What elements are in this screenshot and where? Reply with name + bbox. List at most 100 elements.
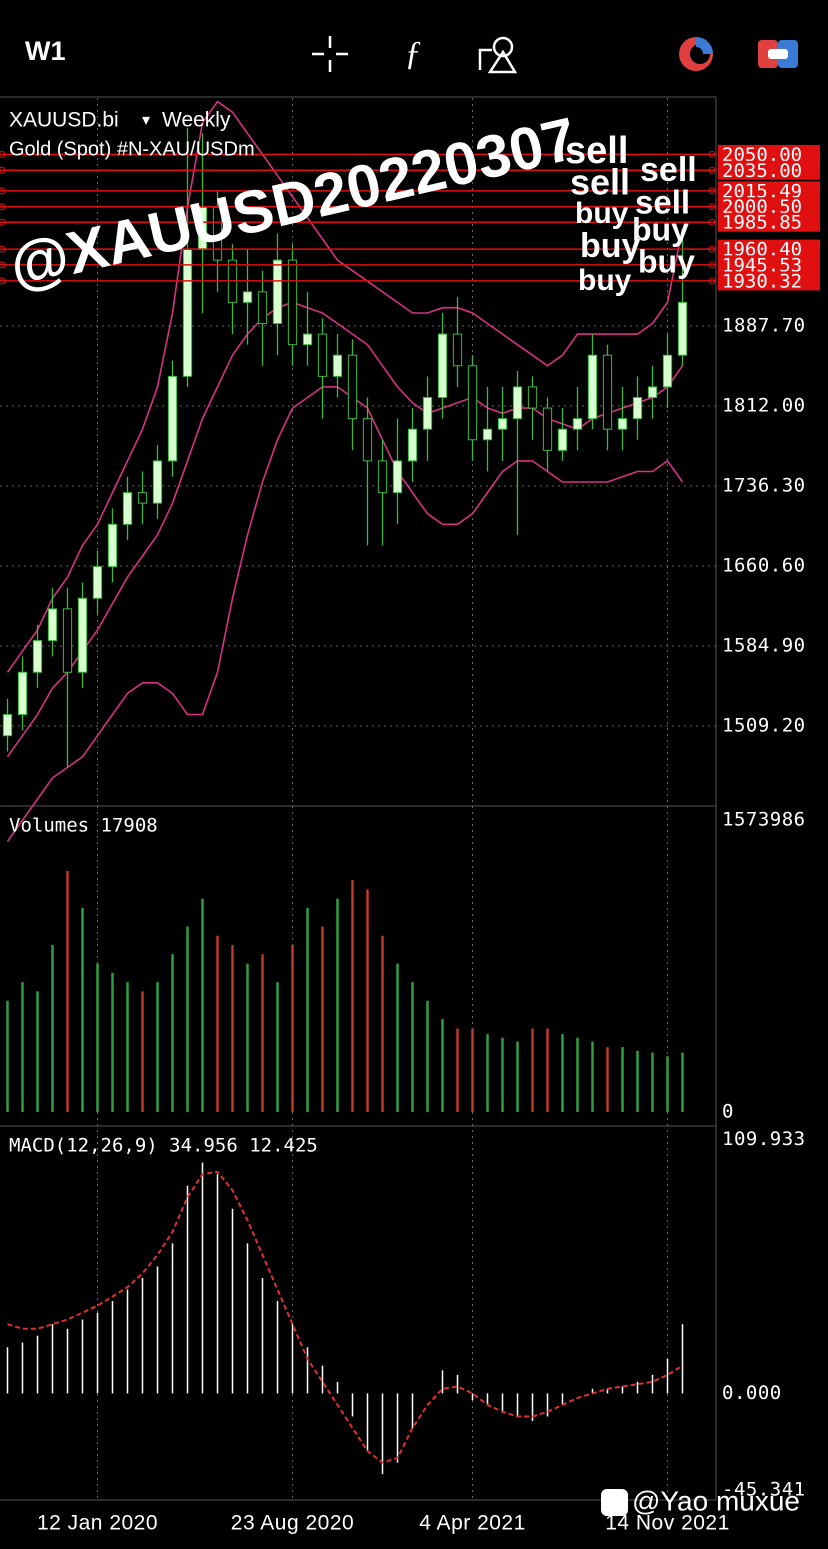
x-tick-label: 4 Apr 2021: [419, 1512, 526, 1535]
candle-body: [152, 460, 163, 504]
candle-body: [92, 566, 103, 599]
level-handle: [0, 187, 6, 195]
level-handle: [708, 261, 716, 269]
candle-body: [257, 291, 268, 325]
level-tag: [718, 239, 820, 259]
level-handle: [0, 150, 6, 158]
signal-label: sell: [640, 151, 697, 189]
candle-body: [392, 460, 403, 494]
level-label: 2035.00: [722, 160, 802, 182]
candle-body: [497, 418, 508, 430]
level-label: 2050.00: [722, 144, 802, 166]
band-line: [6, 386, 684, 842]
subtitle: Gold (Spot) #N-XAU/USDm: [9, 138, 255, 160]
y-tick-label: 1584.90: [722, 634, 806, 656]
y-tick-label: -45.341: [722, 1479, 806, 1501]
candle-body: [632, 396, 643, 420]
y-tick-label: 1573986: [722, 809, 806, 831]
level-label: 1985.85: [722, 212, 802, 234]
candle-body: [527, 386, 538, 409]
level-handle: [0, 245, 6, 253]
signal-label: buy: [578, 264, 632, 297]
level-handle: [708, 187, 716, 195]
candle-body: [602, 354, 613, 430]
signal-label: buy: [580, 227, 641, 265]
candle-body: [347, 354, 358, 420]
candle-body: [422, 396, 433, 430]
y-tick-label: 1509.20: [722, 714, 806, 736]
y-tick-label: 109.933: [722, 1128, 806, 1150]
candle-body: [47, 608, 58, 642]
signal-label: buy: [638, 243, 695, 279]
level-handle: [0, 261, 6, 269]
candle-body: [32, 640, 43, 673]
y-tick-label: 1812.00: [722, 394, 806, 416]
objects-icon[interactable]: [478, 36, 518, 74]
level-label: 1960.40: [722, 239, 802, 261]
level-handle: [708, 166, 716, 174]
x-tick-label: 23 Aug 2020: [231, 1512, 354, 1535]
y-tick-label: 1887.70: [722, 314, 806, 336]
facebook-f: f: [610, 1490, 619, 1517]
watermark: @Yao muxue: [632, 1485, 800, 1516]
crosshair-icon[interactable]: [312, 36, 348, 72]
level-handle: [708, 245, 716, 253]
level-handle: [0, 277, 6, 285]
trade-icon[interactable]: [679, 37, 713, 71]
signal-label: sell: [635, 184, 690, 221]
signal-label: sell: [565, 130, 628, 172]
y-tick-label: 0: [722, 1101, 734, 1123]
indicator-icon[interactable]: ƒ: [405, 35, 422, 72]
candle-body: [62, 608, 73, 673]
y-tick-label: 1736.30: [722, 474, 806, 496]
candle-body: [662, 354, 673, 388]
candle-body: [452, 333, 463, 367]
level-tag: [718, 271, 820, 291]
level-handle: [708, 150, 716, 158]
candle-body: [557, 428, 568, 451]
level-tag: [718, 181, 820, 201]
candle-body: [377, 460, 388, 494]
level-label: 2015.49: [722, 180, 802, 202]
y-tick-label: 0.000: [722, 1382, 782, 1404]
x-tick-label: 14 Nov 2021: [605, 1512, 730, 1535]
panel-title: Volumes 17908: [9, 815, 158, 837]
candle-body: [122, 492, 133, 525]
candle-body: [437, 333, 448, 398]
candle-body: [17, 671, 28, 716]
x-tick-label: 12 Jan 2020: [37, 1512, 158, 1535]
level-handle: [708, 203, 716, 211]
level-handle: [0, 166, 6, 174]
candle-body: [287, 259, 298, 346]
signal-label: buy: [632, 211, 689, 247]
level-handle: [0, 203, 6, 211]
candle-body: [362, 418, 373, 462]
candle-body: [77, 597, 88, 673]
level-handle: [708, 218, 716, 226]
level-tag: [718, 160, 820, 180]
candle-body: [107, 523, 118, 568]
level-tag: [718, 197, 820, 217]
symbol: XAUUSD.bi: [9, 109, 119, 132]
candle-body: [167, 375, 178, 462]
candle-body: [242, 291, 253, 303]
candle-body: [512, 386, 523, 420]
candle-body: [572, 418, 583, 430]
candle-body: [467, 365, 478, 441]
candle-body: [317, 333, 328, 377]
timeframe[interactable]: W1: [25, 36, 66, 66]
level-tag: [718, 212, 820, 232]
candle-body: [137, 492, 148, 504]
candle-body: [677, 301, 688, 356]
signal-label: buy: [575, 197, 629, 230]
account-icon[interactable]: [758, 40, 798, 68]
candle-body: [542, 407, 553, 451]
level-label: 1930.32: [722, 270, 802, 292]
panel-title: MACD(12,26,9) 34.956 12.425: [9, 1135, 318, 1157]
candle-body: [302, 333, 313, 346]
candle-body: [617, 418, 628, 430]
level-handle: [708, 277, 716, 285]
level-label: 1945.53: [722, 254, 802, 276]
